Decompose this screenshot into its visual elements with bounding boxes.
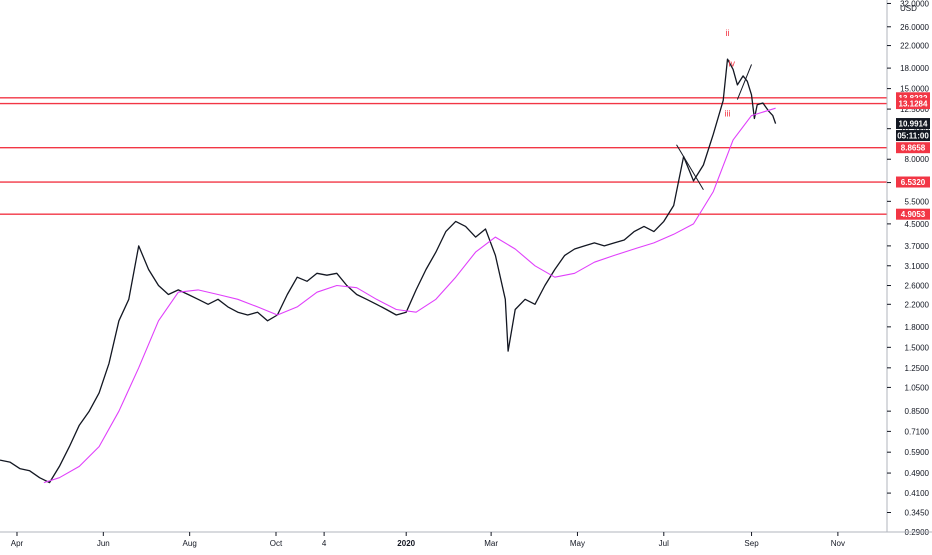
price-tick-label: 4.5000 — [905, 220, 930, 229]
time-tick-label: Jun — [97, 539, 110, 548]
level-price-label: 4.9053 — [901, 210, 926, 219]
moving-average-line — [43, 107, 776, 484]
price-tick-label: 10.5000 — [900, 125, 929, 134]
time-tick-label: Sep — [744, 539, 759, 548]
trendline — [736, 64, 753, 100]
price-tick-label: 2.2000 — [905, 300, 930, 309]
price-labels: 13.823213.12848.86586.53204.905310.99140… — [896, 92, 930, 220]
level-price-label-bg — [896, 142, 930, 154]
trendline — [676, 144, 704, 190]
price-tick-label: 1.8000 — [905, 323, 930, 332]
price-tick-label: 1.2500 — [905, 364, 930, 373]
price-tick-label: 0.5900 — [905, 448, 930, 457]
time-tick-label: Apr — [11, 539, 24, 548]
time-tick-label: Mar — [484, 539, 498, 548]
price-tick-label: 0.8500 — [905, 407, 930, 416]
price-tick-label: 18.0000 — [900, 64, 929, 73]
price-tick-label: 12.5000 — [900, 105, 929, 114]
price-tick-label: 0.4900 — [905, 469, 930, 478]
price-tick-label: 5.5000 — [905, 197, 930, 206]
price-tick-label: 3.7000 — [905, 242, 930, 251]
level-price-label: 6.5320 — [901, 178, 926, 187]
last-price-label: 10.9914 — [899, 120, 928, 129]
level-price-label-bg — [896, 176, 930, 188]
level-price-label: 8.8658 — [901, 144, 926, 153]
level-price-label-bg — [896, 208, 930, 220]
time-tick-label: Aug — [183, 539, 197, 548]
time-tick-label: May — [570, 539, 585, 548]
plot-area[interactable]: ii iv iii — [0, 28, 887, 484]
price-tick-label: 3.1000 — [905, 262, 930, 271]
price-tick-label: 26.0000 — [900, 23, 929, 32]
time-axis[interactable]: Apr Jun Aug Oct 4 2020 Mar May Jul Sep Nov — [0, 531, 932, 548]
price-axis[interactable]: USD 32.0000 26.0000 22.0000 18.0000 15.0000 1… — [886, 0, 930, 537]
price-tick-label: 0.3450 — [905, 508, 930, 517]
time-tick-label: 4 — [322, 539, 327, 548]
level-price-label-bg — [896, 98, 930, 110]
price-tick-label: 1.0500 — [905, 383, 930, 392]
price-tick-label: 32.0000 — [900, 0, 929, 8]
price-series-line — [0, 58, 777, 484]
time-tick-label: Oct — [270, 539, 283, 548]
price-tick-label: 8.0000 — [905, 155, 930, 164]
wave-label: ii — [725, 28, 729, 38]
price-tick-label: 22.0000 — [900, 42, 929, 51]
time-tick-label: 2020 — [397, 539, 415, 548]
wave-label: iii — [724, 109, 730, 119]
level-price-label: 13.1284 — [899, 100, 928, 109]
time-tick-label: Nov — [831, 539, 845, 548]
price-tick-label: 1.5000 — [905, 343, 930, 352]
countdown-label-bg — [896, 130, 930, 142]
countdown-label: 05:11:00 — [897, 132, 929, 141]
price-tick-label: 15.0000 — [900, 85, 929, 94]
price-tick-label: 2.6000 — [905, 282, 930, 291]
last-price-label-bg — [896, 118, 930, 130]
currency-label: USD — [900, 4, 917, 13]
level-price-label-bg — [896, 92, 930, 104]
wave-label: iv — [728, 58, 735, 68]
time-tick-label: Jul — [659, 539, 669, 548]
price-tick-label: 0.4100 — [905, 489, 930, 498]
price-tick-label: 0.7100 — [905, 427, 930, 436]
